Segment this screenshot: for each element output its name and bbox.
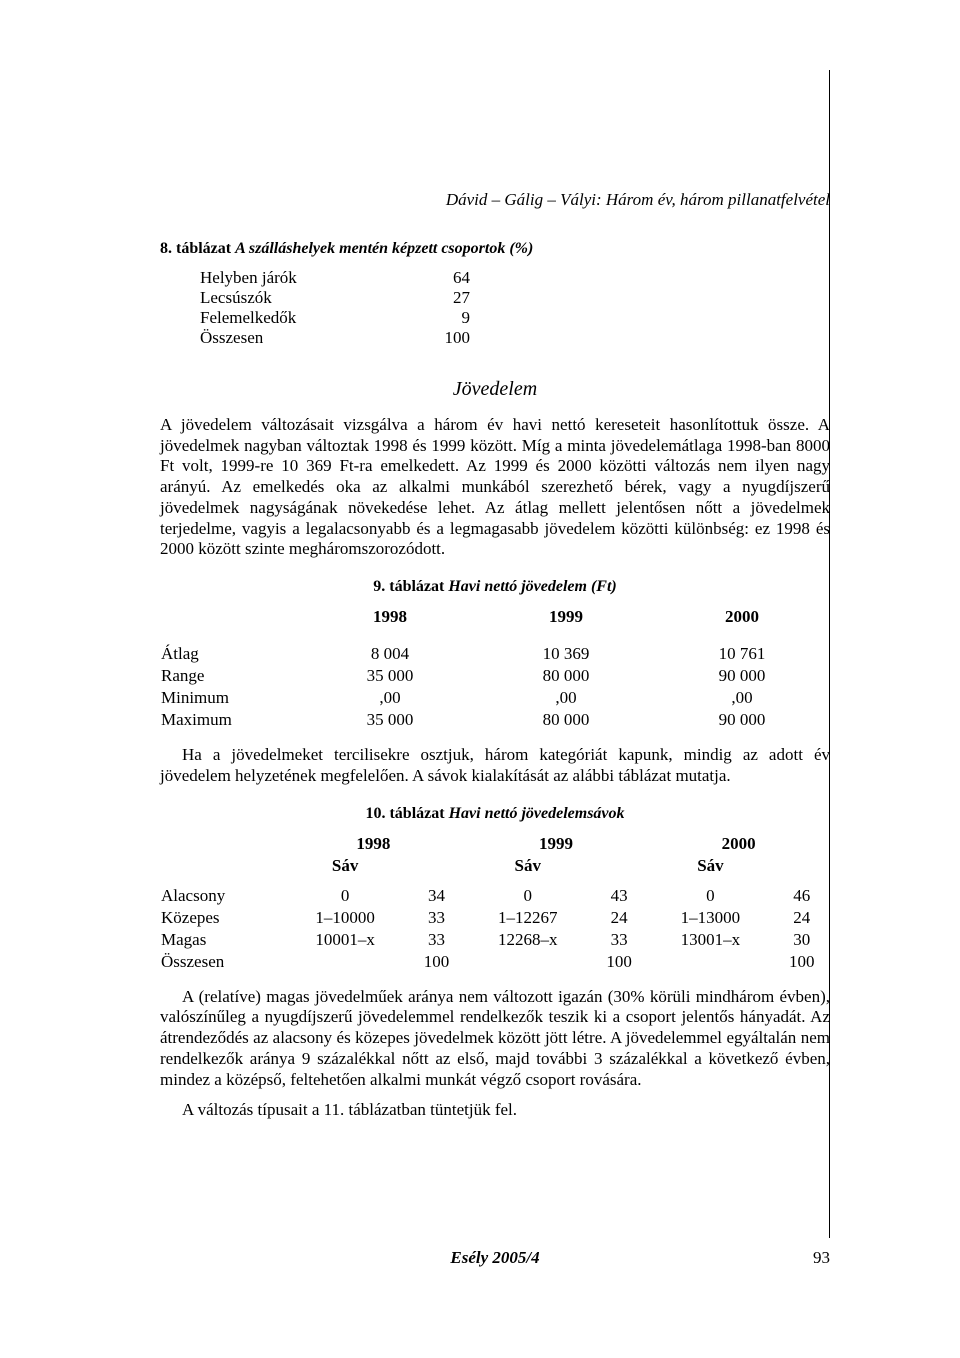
cell: 90 000 (654, 709, 830, 731)
journal-name: Esély 2005/4 (210, 1248, 780, 1268)
table10: 1998 1999 2000 Sáv Sáv Sáv Alacsony 034 … (160, 833, 830, 973)
table-row: Minimum,00,00,00 (160, 687, 830, 709)
cell (160, 606, 302, 635)
table10-caption-num: 10. táblázat (365, 805, 444, 822)
table-row: Helyben járók64 (200, 268, 470, 288)
cell: 35 000 (302, 709, 478, 731)
cell: Lecsúszók (200, 288, 410, 308)
cell: Közepes (160, 907, 282, 929)
cell: 27 (410, 288, 470, 308)
table-row: Felemelkedők9 (200, 308, 470, 328)
cell: Sáv (647, 855, 773, 877)
table8: Helyben járók64 Lecsúszók27 Felemelkedők… (200, 268, 470, 348)
cell (465, 951, 591, 973)
cell: 0 (465, 885, 591, 907)
paragraph: A (relatíve) magas jövedelműek aránya ne… (160, 987, 830, 1091)
cell: 8 004 (302, 643, 478, 665)
cell: 100 (408, 951, 464, 973)
cell: 1–13000 (647, 907, 773, 929)
cell: Összesen (200, 328, 410, 348)
table8-caption-title: A szálláshelyek mentén képzett csoportok… (235, 240, 533, 257)
table9-caption-title: Havi nettó jövedelem (Ft) (448, 578, 616, 595)
table-row: Alacsony 034 043 046 (160, 885, 830, 907)
cell: 33 (408, 907, 464, 929)
page-number: 93 (780, 1248, 830, 1268)
cell: 90 000 (654, 665, 830, 687)
cell: Átlag (160, 643, 302, 665)
cell (647, 951, 773, 973)
cell: Magas (160, 929, 282, 951)
table-subheader-row: Sáv Sáv Sáv (160, 855, 830, 877)
cell: 64 (410, 268, 470, 288)
cell: Helyben járók (200, 268, 410, 288)
cell: ,00 (302, 687, 478, 709)
table9: 1998 1999 2000 Átlag8 00410 36910 761 Ra… (160, 606, 830, 731)
cell: 33 (408, 929, 464, 951)
cell: 10 369 (478, 643, 654, 665)
cell: Sáv (465, 855, 591, 877)
table9-caption-num: 9. táblázat (373, 578, 444, 595)
running-head: Dávid – Gálig – Vályi: Három év, három p… (160, 190, 830, 210)
table-header-row: 1998 1999 2000 (160, 606, 830, 635)
cell: 1998 (302, 606, 478, 635)
cell: ,00 (478, 687, 654, 709)
paragraph: A változás típusait a 11. táblázatban tü… (160, 1100, 830, 1121)
cell: 10001–x (282, 929, 408, 951)
cell: 2000 (654, 606, 830, 635)
paragraph: Ha a jövedelmeket tercilisekre osztjuk, … (160, 745, 830, 786)
cell: 1–12267 (465, 907, 591, 929)
cell: Range (160, 665, 302, 687)
cell: Sáv (282, 855, 408, 877)
table-row: Range35 00080 00090 000 (160, 665, 830, 687)
table-row: Közepes 1–1000033 1–1226724 1–1300024 (160, 907, 830, 929)
cell: 1999 (465, 833, 648, 855)
table10-caption: 10. táblázat Havi nettó jövedelemsávok (160, 805, 830, 823)
table-row: Lecsúszók27 (200, 288, 470, 308)
cell: ,00 (654, 687, 830, 709)
table-row: Összesen 100 100 100 (160, 951, 830, 973)
cell: 10 761 (654, 643, 830, 665)
table-row: Magas 10001–x33 12268–x33 13001–x30 (160, 929, 830, 951)
cell: 100 (591, 951, 647, 973)
table-row: Maximum35 00080 00090 000 (160, 709, 830, 731)
cell: 24 (774, 907, 830, 929)
cell: 12268–x (465, 929, 591, 951)
cell: 43 (591, 885, 647, 907)
table-row: Összesen100 (200, 328, 470, 348)
cell: 33 (591, 929, 647, 951)
cell: 1–10000 (282, 907, 408, 929)
cell: Felemelkedők (200, 308, 410, 328)
table-row: Átlag8 00410 36910 761 (160, 643, 830, 665)
paragraph: A jövedelem változásait vizsgálva a háro… (160, 415, 830, 560)
cell: Minimum (160, 687, 302, 709)
section-title: Jövedelem (160, 378, 830, 401)
table10-caption-title: Havi nettó jövedelemsávok (449, 805, 625, 822)
cell: 24 (591, 907, 647, 929)
table-header-row: 1998 1999 2000 (160, 833, 830, 855)
cell: Összesen (160, 951, 282, 973)
cell: 80 000 (478, 665, 654, 687)
table8-caption-num: 8. táblázat (160, 240, 231, 257)
table9-caption: 9. táblázat Havi nettó jövedelem (Ft) (160, 578, 830, 596)
cell: 9 (410, 308, 470, 328)
page-footer: Esély 2005/4 93 (160, 1248, 830, 1268)
cell (282, 951, 408, 973)
cell: 30 (774, 929, 830, 951)
cell: 100 (410, 328, 470, 348)
table8-caption: 8. táblázat A szálláshelyek mentén képze… (160, 240, 830, 258)
cell: 1999 (478, 606, 654, 635)
page-right-rule (829, 70, 830, 1238)
cell: 0 (282, 885, 408, 907)
cell: Maximum (160, 709, 302, 731)
cell: Alacsony (160, 885, 282, 907)
cell: 100 (774, 951, 830, 973)
cell: 35 000 (302, 665, 478, 687)
cell: 46 (774, 885, 830, 907)
cell: 80 000 (478, 709, 654, 731)
cell: 1998 (282, 833, 465, 855)
cell: 13001–x (647, 929, 773, 951)
cell: 0 (647, 885, 773, 907)
cell: 2000 (647, 833, 830, 855)
cell: 34 (408, 885, 464, 907)
